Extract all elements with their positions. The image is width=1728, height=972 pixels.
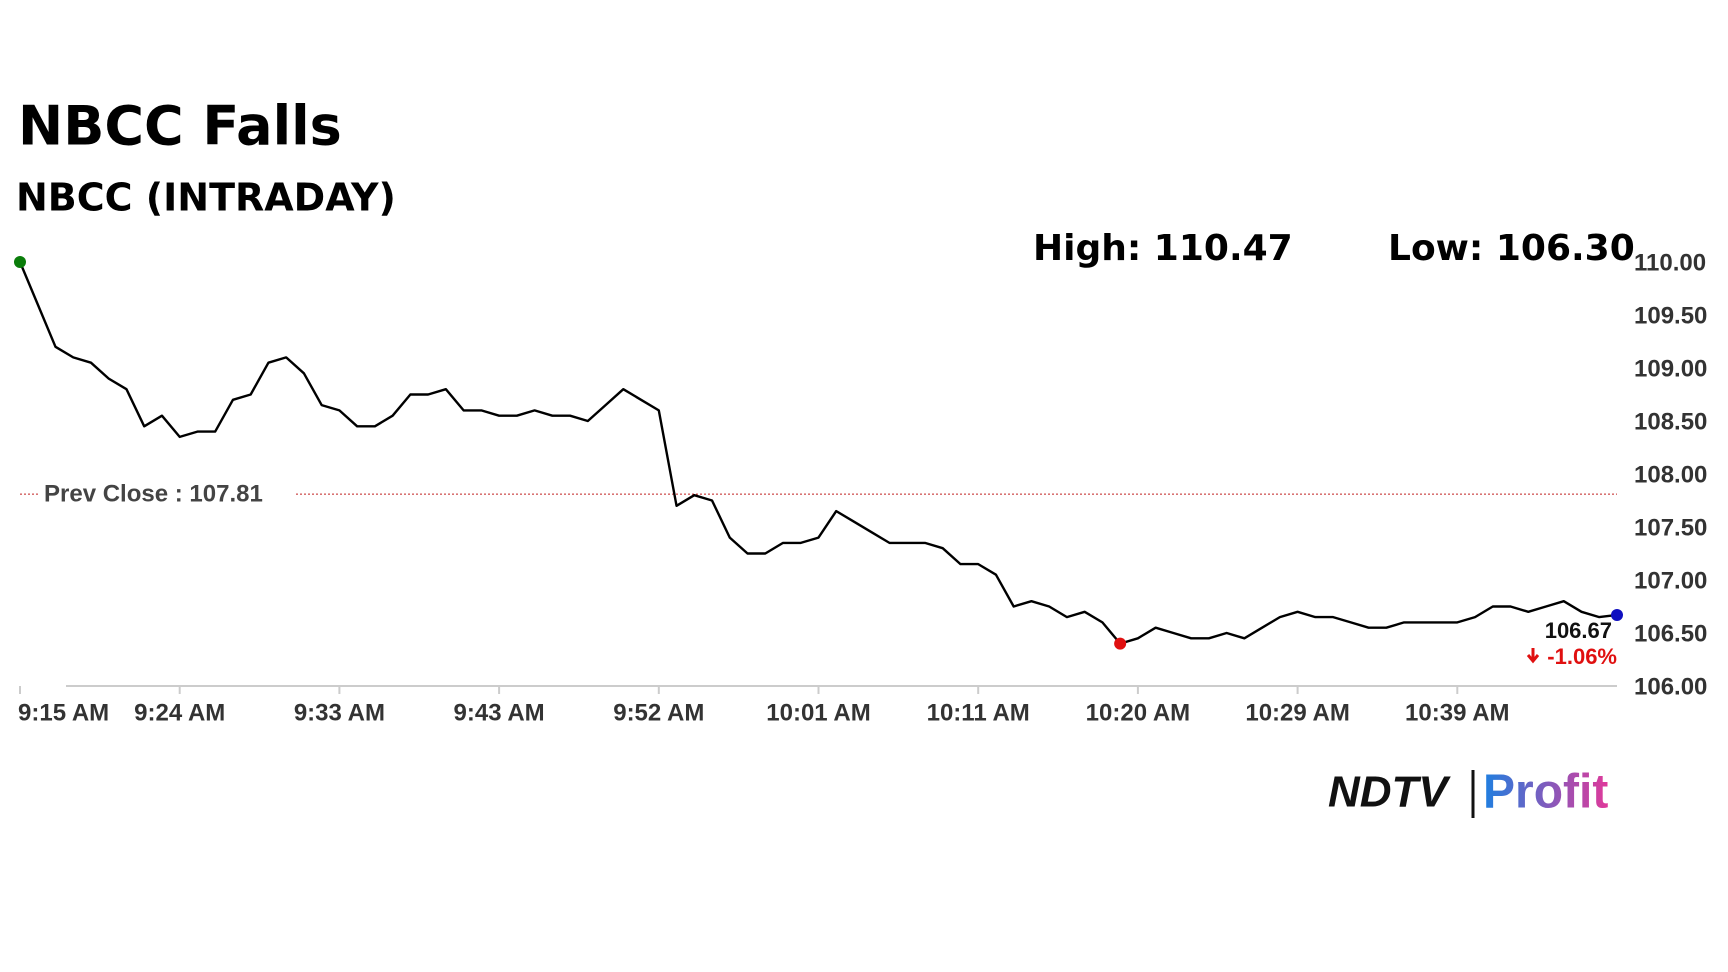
- brand-ndtv: NDTV: [1328, 768, 1451, 817]
- y-tick-label: 109.50: [1634, 302, 1707, 329]
- y-tick-label: 107.00: [1634, 567, 1707, 594]
- y-tick-label: 106.50: [1634, 620, 1707, 647]
- x-tick-label: 10:11 AM: [927, 699, 1030, 726]
- y-tick-label: 108.50: [1634, 408, 1707, 435]
- x-tick-label: 9:52 AM: [613, 699, 704, 726]
- low-marker: [1114, 637, 1127, 650]
- low-label: Low: 106.30: [1388, 228, 1635, 269]
- down-arrow: [1526, 648, 1540, 664]
- x-tick-label: 9:43 AM: [454, 699, 545, 726]
- x-tick-label: 9:15 AM: [18, 699, 109, 726]
- y-tick-label: 107.50: [1634, 514, 1707, 541]
- chart-title: NBCC Falls: [18, 95, 342, 158]
- y-tick-label: 106.00: [1634, 673, 1707, 700]
- start-marker: [14, 256, 26, 268]
- chart-subtitle: NBCC (INTRADAY): [16, 176, 396, 220]
- y-tick-label: 108.00: [1634, 461, 1707, 488]
- prev-close-bg: [38, 478, 294, 511]
- brand-profit: Profit: [1483, 766, 1608, 819]
- last-marker: [1611, 608, 1623, 621]
- y-tick-label: 110.00: [1634, 249, 1706, 276]
- prev-close-label: Prev Close : 107.81: [44, 480, 263, 507]
- price-line: [18, 261, 1618, 645]
- high-label: High: 110.47: [1033, 228, 1293, 269]
- change-label: -1.06%: [1547, 644, 1617, 669]
- x-tick-label: 10:39 AM: [1405, 699, 1509, 726]
- x-tick-label: 10:20 AM: [1086, 699, 1190, 726]
- last-value-label: 106.67: [1545, 618, 1612, 643]
- y-tick-label: 109.00: [1634, 355, 1707, 382]
- x-tick-label: 10:29 AM: [1245, 699, 1349, 726]
- x-tick-label: 10:01 AM: [766, 699, 870, 726]
- x-tick-label: 9:24 AM: [134, 699, 225, 726]
- x-tick-label: 9:33 AM: [294, 699, 385, 726]
